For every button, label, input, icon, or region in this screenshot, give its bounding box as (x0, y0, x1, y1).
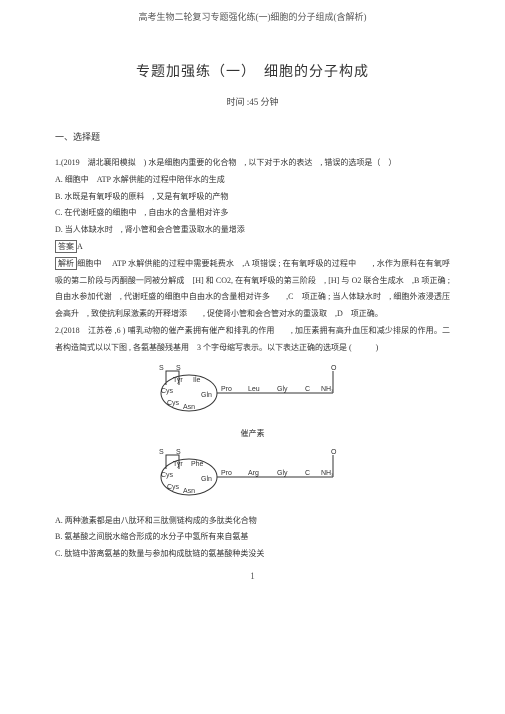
q1-option-b: B. 水既是有氧呼吸的原料 , 又是有氧呼吸的产物 (55, 189, 450, 206)
svg-text:Cys: Cys (167, 484, 180, 491)
page-header: 高考生物二轮复习专题强化练(一)细胞的分子组成(含解析) (55, 10, 450, 23)
svg-text:Cys: Cys (161, 388, 174, 395)
molecule-1-label: 催产素 (241, 428, 265, 439)
answer-line: 答案A (55, 239, 450, 256)
svg-text:NH₂: NH₂ (321, 470, 334, 477)
svg-text:O: O (331, 449, 337, 456)
svg-text:Ile: Ile (193, 377, 201, 384)
svg-text:Pro: Pro (221, 386, 232, 393)
analysis-text: 细胞中 ATP 水解供能的过程中需要耗费水 ,A 项错误 ; 在有氧呼吸的过程中… (55, 259, 450, 318)
q1-option-a: A. 细胞中 ATP 水解供能的过程中陪伴水的生成 (55, 172, 450, 189)
svg-text:Gln: Gln (201, 392, 212, 399)
svg-text:Leu: Leu (248, 386, 260, 393)
q1-option-d: D. 当人体缺水时 , 肾小管和会合管重汲取水的量增添 (55, 222, 450, 239)
svg-text:Gln: Gln (201, 476, 212, 483)
section-heading: 一、选择题 (55, 130, 450, 143)
q1-stem: 1.(2019 湖北襄阳模拟 ) 水是细胞内重要的化合物 , 以下对于水的表达 … (55, 155, 450, 172)
oxytocin-structure-icon: S S O Cys Tyr Ile Gln Asn Cys Pro Leu Gly… (153, 363, 353, 418)
svg-text:O: O (331, 365, 337, 372)
answer-box: 答案 (55, 240, 77, 253)
time-info: 时间 :45 分钟 (55, 95, 450, 108)
molecule-figure-2: S S O Cys Tyr Phe Gln Asn Cys Pro Arg Gly… (55, 447, 450, 507)
svg-text:S: S (159, 365, 164, 372)
page-number: 1 (55, 571, 450, 581)
svg-text:Arg: Arg (248, 470, 259, 477)
q2-stem: 2.(2018 江苏卷 ,6 ) 哺乳动物的催产素拥有催产和排乳的作用 , 加压… (55, 323, 450, 357)
svg-text:Tyr: Tyr (173, 377, 183, 384)
molecule-figure-1: S S O Cys Tyr Ile Gln Asn Cys Pro Leu Gly… (55, 363, 450, 441)
svg-text:S: S (159, 449, 164, 456)
analysis-box: 解析 (55, 257, 77, 270)
vasopressin-structure-icon: S S O Cys Tyr Phe Gln Asn Cys Pro Arg Gly… (153, 447, 353, 502)
svg-text:Gly: Gly (277, 386, 288, 393)
analysis-paragraph: 解析细胞中 ATP 水解供能的过程中需要耗费水 ,A 项错误 ; 在有氧呼吸的过… (55, 256, 450, 323)
svg-text:Tyr: Tyr (173, 461, 183, 468)
svg-text:Asn: Asn (183, 404, 195, 411)
q2-option-c: C. 肽链中游离氨基的数量与参加构成肽链的氨基酸种类没关 (55, 546, 450, 563)
svg-text:C: C (305, 470, 310, 477)
svg-text:C: C (305, 386, 310, 393)
svg-text:Cys: Cys (161, 472, 174, 479)
svg-text:S: S (176, 365, 181, 372)
q2-option-b: B. 氨基酸之间脱水缩合形成的水分子中氢所有来自氨基 (55, 529, 450, 546)
svg-text:Gly: Gly (277, 470, 288, 477)
answer-letter: A (77, 242, 83, 251)
svg-text:S: S (176, 449, 181, 456)
svg-text:Cys: Cys (167, 400, 180, 407)
q1-option-c: C. 在代谢旺盛的细胞中 , 自由水的含量相对许多 (55, 205, 450, 222)
svg-text:NH₂: NH₂ (321, 386, 334, 393)
q2-option-a: A. 两种激素都是由八肽环和三肽侧链构成的多肽类化合物 (55, 513, 450, 530)
svg-text:Phe: Phe (191, 461, 204, 468)
svg-text:Pro: Pro (221, 470, 232, 477)
main-title: 专题加强练（一） 细胞的分子构成 (55, 61, 450, 81)
svg-text:Asn: Asn (183, 488, 195, 495)
